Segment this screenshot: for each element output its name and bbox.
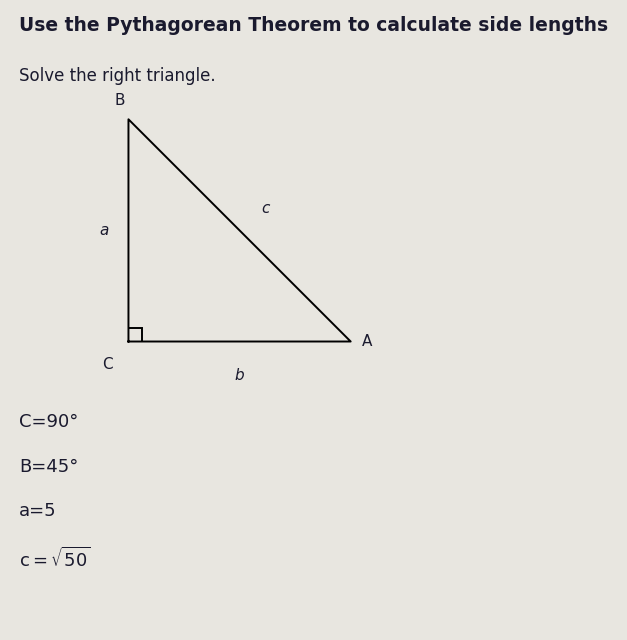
Text: c: c — [262, 201, 270, 216]
Text: C: C — [102, 357, 113, 372]
Text: Use the Pythagorean Theorem to calculate side lengths: Use the Pythagorean Theorem to calculate… — [19, 16, 608, 35]
Text: B: B — [114, 93, 125, 108]
Text: C=90°: C=90° — [19, 413, 78, 431]
Text: B=45°: B=45° — [19, 458, 78, 476]
Text: b: b — [234, 368, 245, 383]
Text: A: A — [362, 334, 372, 349]
Text: a=5: a=5 — [19, 502, 56, 520]
Text: $\mathrm{c{=}\sqrt{50}}$: $\mathrm{c{=}\sqrt{50}}$ — [19, 547, 91, 572]
Text: a: a — [99, 223, 108, 238]
Text: Solve the right triangle.: Solve the right triangle. — [19, 67, 216, 85]
